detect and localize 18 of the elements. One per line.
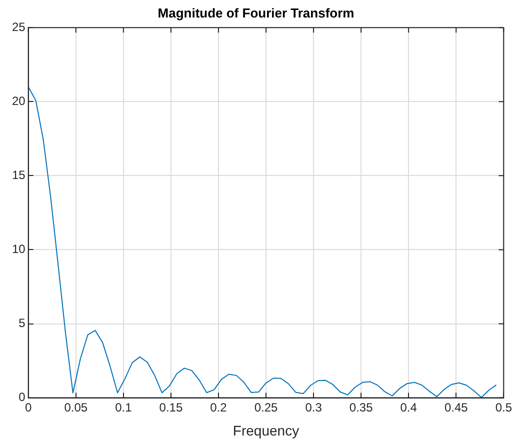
y-tick-label: 0 [18, 390, 26, 404]
x-tick-label: 0.5 [495, 400, 512, 414]
x-tick-label: 0.35 [349, 400, 374, 414]
x-tick-label: 0.4 [400, 400, 418, 414]
x-tick-label: 0.25 [254, 400, 278, 414]
x-tick-label: 0.05 [64, 400, 88, 414]
chart-title: Magnitude of Fourier Transform [158, 5, 354, 20]
y-tick-label: 25 [12, 20, 26, 34]
y-tick-label: 20 [12, 94, 26, 108]
x-tick-label: 0.15 [159, 400, 183, 414]
y-tick-label: 5 [18, 316, 26, 330]
x-tick-label: 0.1 [115, 400, 132, 414]
x-tick-label: 0.45 [444, 400, 468, 414]
x-axis-title: Frequency [232, 422, 300, 438]
y-tick-label: 10 [12, 242, 26, 256]
x-tick-label: 0.3 [305, 400, 322, 414]
y-tick-label: 15 [12, 168, 26, 182]
x-tick-label: 0.2 [210, 400, 228, 414]
